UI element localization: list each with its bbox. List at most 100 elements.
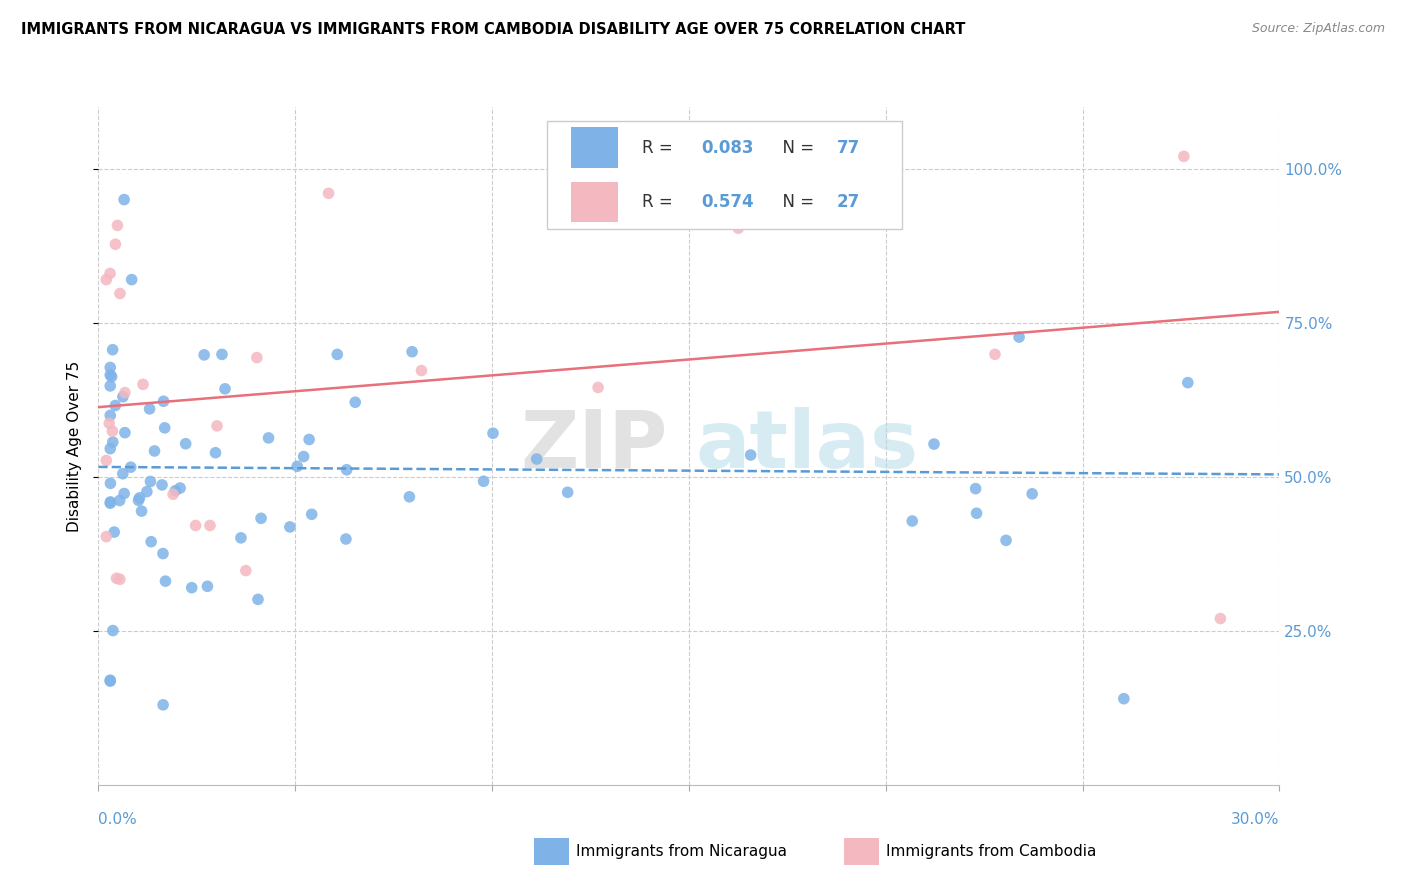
Point xyxy=(335,532,357,546)
Point xyxy=(128,491,150,505)
Point xyxy=(153,421,176,435)
Point xyxy=(114,385,136,400)
Point xyxy=(526,452,548,467)
Point xyxy=(197,579,219,593)
Text: Immigrants from Cambodia: Immigrants from Cambodia xyxy=(886,845,1097,859)
Point xyxy=(344,395,367,409)
Point xyxy=(1209,611,1232,625)
Point xyxy=(165,483,187,498)
Point xyxy=(336,463,359,477)
Point xyxy=(250,511,273,525)
Point xyxy=(108,572,131,586)
Point xyxy=(152,394,174,409)
Point xyxy=(98,417,121,431)
Point xyxy=(326,347,349,361)
Point xyxy=(318,186,340,201)
Point xyxy=(104,237,127,252)
Point xyxy=(298,433,321,447)
Point xyxy=(246,351,269,365)
Point xyxy=(96,272,118,286)
Point xyxy=(257,431,280,445)
Point xyxy=(180,581,202,595)
Point xyxy=(184,518,207,533)
Point xyxy=(139,534,162,549)
Text: N =: N = xyxy=(772,139,818,157)
Point xyxy=(98,442,121,456)
Point xyxy=(690,164,713,178)
Point xyxy=(100,369,122,384)
Point xyxy=(138,401,160,416)
Point xyxy=(121,272,143,286)
Point xyxy=(101,424,124,438)
Bar xyxy=(547,120,901,229)
Text: 27: 27 xyxy=(837,193,860,211)
Point xyxy=(211,347,233,361)
Point xyxy=(131,504,153,518)
Point xyxy=(103,524,125,539)
Point xyxy=(101,435,124,450)
Point xyxy=(111,467,134,481)
Point xyxy=(152,698,174,712)
Text: 77: 77 xyxy=(837,139,860,157)
Point xyxy=(139,475,162,489)
Point xyxy=(411,363,433,377)
Point xyxy=(1173,149,1195,163)
Point xyxy=(482,426,505,441)
Y-axis label: Disability Age Over 75: Disability Age Over 75 xyxy=(67,360,83,532)
Point xyxy=(588,193,610,207)
Text: 0.574: 0.574 xyxy=(700,193,754,211)
Point xyxy=(135,484,157,499)
Point xyxy=(98,409,121,423)
Text: 0.083: 0.083 xyxy=(700,139,754,157)
Point xyxy=(128,493,150,508)
Point xyxy=(132,377,155,392)
Point xyxy=(98,379,121,393)
Text: N =: N = xyxy=(772,193,818,211)
Point xyxy=(472,475,495,489)
Point xyxy=(285,459,308,474)
Point xyxy=(105,571,128,585)
Text: Immigrants from Nicaragua: Immigrants from Nicaragua xyxy=(576,845,787,859)
Point xyxy=(108,493,131,508)
Point xyxy=(96,453,118,467)
Point xyxy=(1177,376,1199,390)
Point xyxy=(401,344,423,359)
Bar xyxy=(571,128,619,168)
Point xyxy=(169,481,191,495)
Point xyxy=(108,286,131,301)
Point xyxy=(100,476,122,491)
Point xyxy=(1021,487,1043,501)
Point xyxy=(107,219,129,233)
Point xyxy=(966,506,988,520)
Point xyxy=(98,360,121,375)
Point xyxy=(984,347,1007,361)
Point xyxy=(98,496,121,510)
Point xyxy=(98,267,121,281)
Point xyxy=(247,592,270,607)
Point xyxy=(98,674,121,689)
Point xyxy=(111,390,134,404)
Point xyxy=(198,518,221,533)
Text: Source: ZipAtlas.com: Source: ZipAtlas.com xyxy=(1251,22,1385,36)
Point xyxy=(205,418,228,433)
Point xyxy=(120,460,142,475)
Point xyxy=(740,448,762,462)
Point xyxy=(112,486,135,500)
Point xyxy=(155,574,177,589)
Point xyxy=(301,508,323,522)
Point xyxy=(101,624,124,638)
Point xyxy=(112,193,135,207)
Point xyxy=(995,533,1018,548)
Point xyxy=(162,487,184,501)
Point xyxy=(229,531,252,545)
Point xyxy=(98,368,121,382)
Point xyxy=(152,547,174,561)
Point xyxy=(278,520,301,534)
Point xyxy=(101,343,124,357)
Point xyxy=(922,437,945,451)
Text: ZIP: ZIP xyxy=(520,407,668,485)
Point xyxy=(100,495,122,509)
Point xyxy=(143,444,166,458)
Point xyxy=(150,478,173,492)
Point xyxy=(557,485,579,500)
